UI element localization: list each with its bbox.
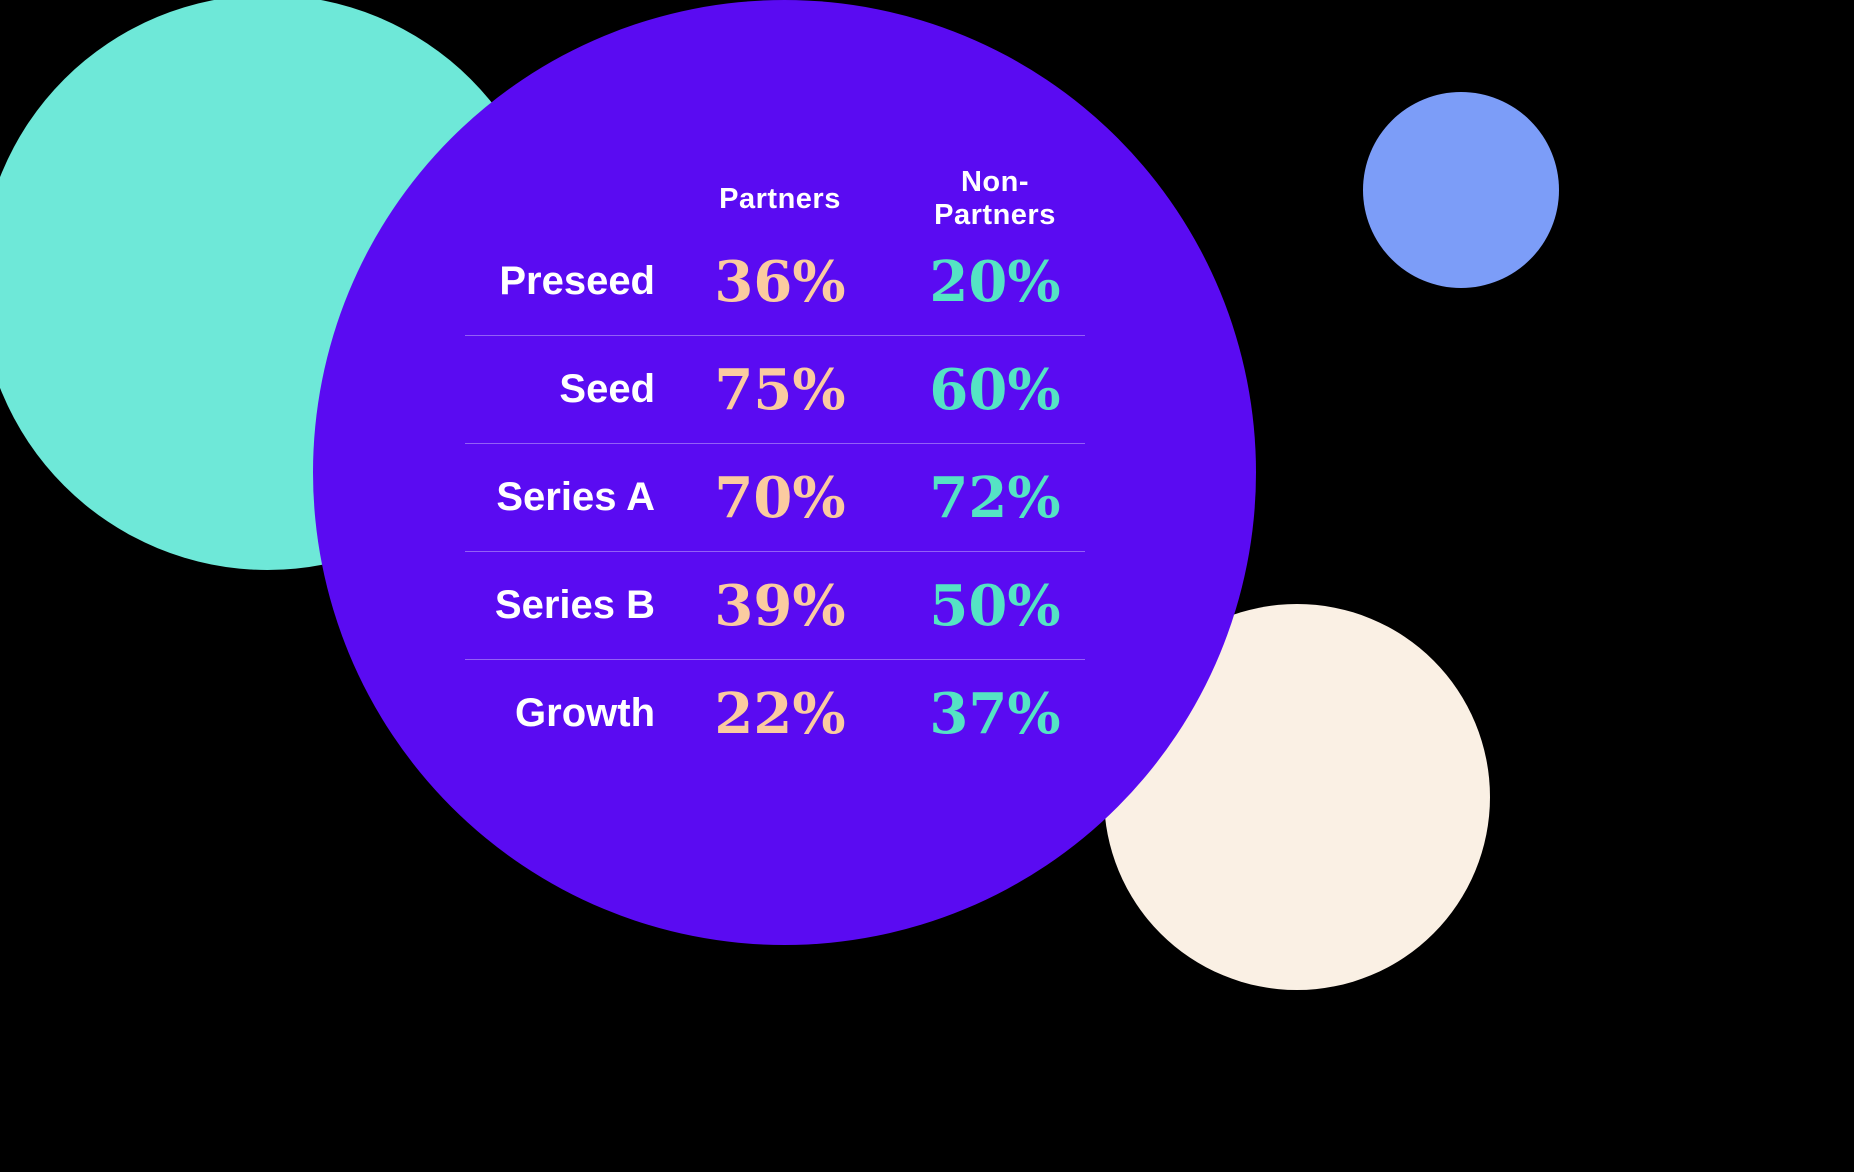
non-partners-value: 20%: [929, 248, 1061, 315]
funding-stage-table: Partners Non-Partners Preseed 36% 20% Seed 7…: [465, 166, 1085, 767]
stage-label: Seed: [559, 367, 655, 411]
table-row: Series B 39% 50%: [465, 552, 1085, 659]
stage-label: Series A: [496, 475, 655, 519]
stage-label: Growth: [515, 691, 655, 735]
non-partners-value: 60%: [929, 356, 1061, 423]
non-partners-value: 72%: [929, 464, 1061, 531]
row-divider: [465, 443, 1085, 444]
partners-value: 36%: [714, 248, 846, 315]
table-header-row: Partners Non-Partners: [465, 166, 1085, 231]
row-divider: [465, 551, 1085, 552]
stage-label: Preseed: [499, 259, 655, 303]
partners-value: 22%: [714, 680, 846, 747]
column-header-non-partners: Non-Partners: [934, 166, 1056, 231]
table-body: Preseed 36% 20% Seed 75% 60% Series A 70% 72% Ser…: [465, 228, 1085, 767]
blue-decorative-circle: [1363, 92, 1559, 288]
partners-value: 70%: [714, 464, 846, 531]
non-partners-value: 50%: [929, 572, 1061, 639]
row-divider: [465, 335, 1085, 336]
table-row: Growth 22% 37%: [465, 660, 1085, 767]
stage-label: Series B: [494, 583, 655, 627]
table-row: Seed 75% 60%: [465, 336, 1085, 443]
table-row: Preseed 36% 20%: [465, 228, 1085, 335]
column-header-partners: Partners: [719, 182, 841, 215]
non-partners-value: 37%: [929, 680, 1061, 747]
row-divider: [465, 659, 1085, 660]
partners-value: 39%: [714, 572, 846, 639]
partners-value: 75%: [714, 356, 846, 423]
table-row: Series A 70% 72%: [465, 444, 1085, 551]
purple-main-circle: [313, 0, 1256, 945]
